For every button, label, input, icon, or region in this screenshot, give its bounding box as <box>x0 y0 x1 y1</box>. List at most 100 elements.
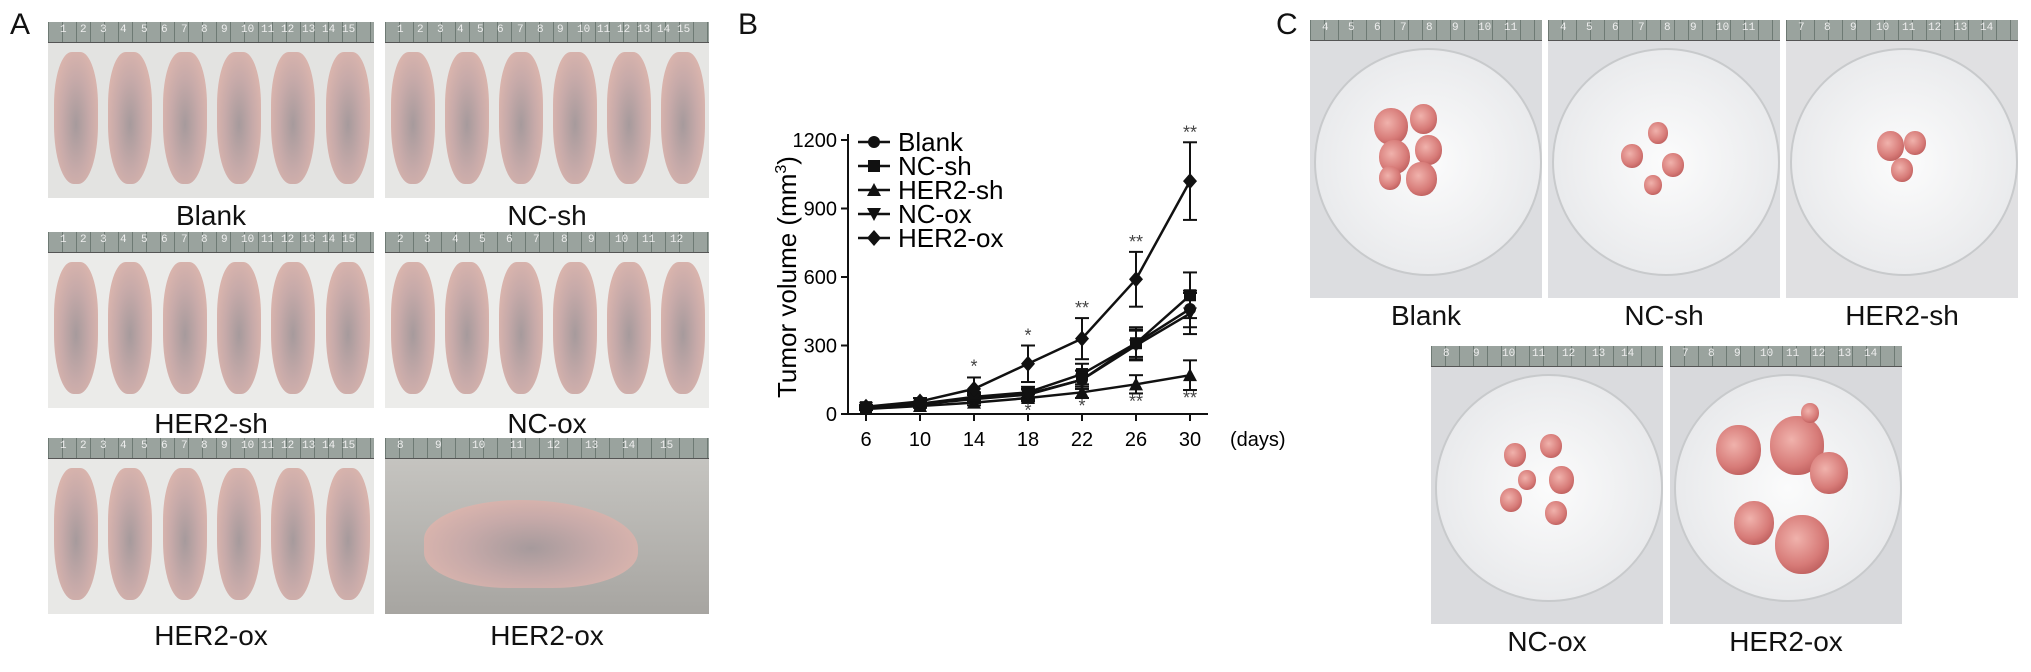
mouse <box>217 262 261 394</box>
mouse <box>163 52 207 184</box>
x-tick-label: 22 <box>1071 429 1093 451</box>
mouse-photo-nc-sh: 1 2 3 4 5 6 7 8 9 10 11 12 13 14 15 <box>385 22 709 198</box>
mouse <box>553 262 597 394</box>
mouse <box>217 52 261 184</box>
mouse <box>108 262 152 394</box>
ruler-number: 9 <box>1734 348 1741 360</box>
data-point <box>913 393 927 410</box>
ruler-number: 11 <box>642 234 656 246</box>
ruler-number: 12 <box>281 234 295 246</box>
ruler-number: 10 <box>241 24 255 36</box>
data-point <box>867 183 881 196</box>
ruler-number: 3 <box>100 234 107 246</box>
mouse <box>54 52 98 184</box>
ruler-number: 4 <box>120 234 127 246</box>
ruler-number: 12 <box>547 440 561 452</box>
mouse <box>607 262 651 394</box>
data-point <box>868 136 880 148</box>
y-axis-label-close: ) <box>772 156 802 165</box>
x-tick-label: 18 <box>1017 429 1039 451</box>
ruler-number: 15 <box>342 440 356 452</box>
ruler-number: 9 <box>1850 22 1857 34</box>
caption-nc-sh: NC-sh <box>507 200 587 231</box>
tumor <box>1374 108 1408 145</box>
data-point <box>1183 173 1197 190</box>
ruler-number: 6 <box>497 24 504 36</box>
tumor <box>1504 443 1526 467</box>
x-tick-label: 30 <box>1179 429 1201 451</box>
legend-label: HER2-ox <box>898 223 1003 253</box>
panel-c-label: C <box>1276 8 1298 41</box>
tumor <box>1545 501 1567 525</box>
tumor <box>1904 131 1926 155</box>
data-point <box>1183 307 1197 321</box>
ruler-number: 2 <box>397 234 404 246</box>
significance-marker: ** <box>1075 298 1089 318</box>
ruler-number: 1 <box>397 24 404 36</box>
ruler-number: 10 <box>241 234 255 246</box>
caption-c-nc-ox: NC-ox <box>1507 626 1587 657</box>
y-tick-label: 0 <box>826 404 837 426</box>
x-tick-label: 10 <box>909 429 931 451</box>
caption-her2-ox: HER2-ox <box>154 620 268 651</box>
ruler-number: 11 <box>261 440 275 452</box>
mouse <box>163 262 207 394</box>
ruler-number: 4 <box>120 24 127 36</box>
ruler-number: 10 <box>1876 22 1890 34</box>
mouse <box>326 262 370 394</box>
significance-marker: * <box>1024 326 1031 346</box>
data-point <box>868 160 880 172</box>
ruler-number: 1 <box>60 24 67 36</box>
ruler: 8 9 10 11 12 13 14 <box>1431 346 1663 367</box>
ruler-number: 11 <box>597 24 611 36</box>
ruler-number: 3 <box>437 24 444 36</box>
ruler-number: 5 <box>141 234 148 246</box>
petri-dish <box>1790 48 2018 276</box>
ruler-number: 13 <box>637 24 651 36</box>
ruler-number: 8 <box>201 440 208 452</box>
data-point <box>1021 388 1035 402</box>
tumor <box>1662 153 1684 177</box>
mouse-photo-her2-ox: 1 2 3 4 5 6 7 8 9 10 11 12 13 14 15 <box>48 438 374 614</box>
tumor <box>1810 452 1848 494</box>
ruler-number: 14 <box>1980 22 1994 34</box>
data-point <box>1129 339 1143 353</box>
ruler: 2 3 4 5 6 7 8 9 10 11 12 <box>385 232 709 253</box>
legend-label: NC-ox <box>898 199 972 229</box>
ruler-number: 6 <box>1612 22 1619 34</box>
x-tick-label: 6 <box>860 429 871 451</box>
tumor <box>1518 470 1536 490</box>
mouse-photo-nc-ox: 2 3 4 5 6 7 8 9 10 11 12 <box>385 232 709 408</box>
ruler-number: 7 <box>1798 22 1805 34</box>
ruler-number: 13 <box>1954 22 1968 34</box>
mouse <box>499 52 543 184</box>
significance-marker: * <box>970 356 977 376</box>
ruler-number: 8 <box>1443 348 1450 360</box>
tumor-photo-nc-ox: 8 9 10 11 12 13 14 <box>1431 346 1663 624</box>
ruler: 1 2 3 4 5 6 7 8 9 10 11 12 13 14 15 <box>48 22 374 43</box>
ruler-number: 2 <box>80 440 87 452</box>
ruler-number: 9 <box>1473 348 1480 360</box>
ruler-number: 12 <box>1562 348 1576 360</box>
ruler-number: 1 <box>60 440 67 452</box>
mouse <box>163 468 207 600</box>
mouse <box>217 468 261 600</box>
ruler-number: 14 <box>622 440 636 452</box>
ruler-number: 9 <box>221 440 228 452</box>
ruler-number: 10 <box>1478 22 1492 34</box>
caption-c-nc-sh: NC-sh <box>1624 300 1704 331</box>
caption-c-her2-sh: HER2-sh <box>1845 300 1959 331</box>
legend-label: Blank <box>898 127 964 157</box>
ruler-number: 13 <box>1838 348 1852 360</box>
ruler-number: 8 <box>1824 22 1831 34</box>
y-axis-label-text: Tumor volume (mm <box>772 174 802 398</box>
significance-marker: ** <box>1129 232 1143 252</box>
tumor <box>1877 131 1904 161</box>
ruler-number: 13 <box>302 24 316 36</box>
mouse <box>553 52 597 184</box>
mouse <box>326 468 370 600</box>
ruler-number: 5 <box>141 440 148 452</box>
ruler-number: 12 <box>670 234 684 246</box>
significance-marker: ** <box>1183 122 1197 142</box>
ruler-number: 8 <box>1664 22 1671 34</box>
